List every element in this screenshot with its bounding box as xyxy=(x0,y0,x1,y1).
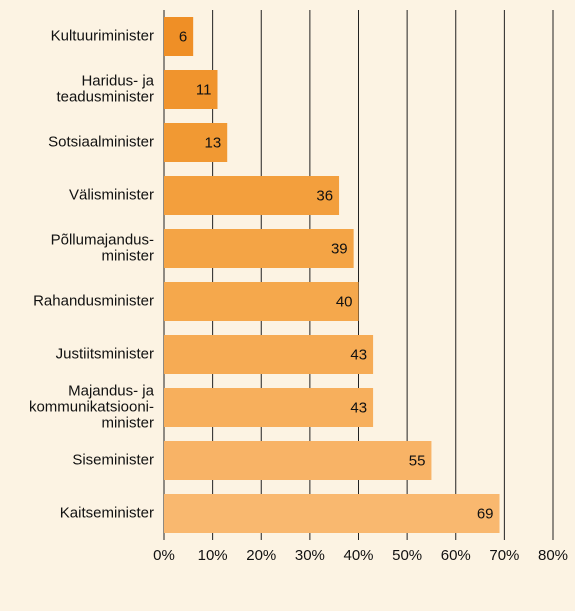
bar xyxy=(164,70,218,109)
bar xyxy=(164,441,432,480)
x-tick-label: 0% xyxy=(153,547,175,564)
y-tick-label: teadusminister xyxy=(56,88,154,105)
y-tick-label: kommunikatsiooni- xyxy=(29,398,154,415)
value-label: 55 xyxy=(409,452,426,469)
value-label: 36 xyxy=(316,187,333,204)
value-label: 39 xyxy=(331,240,348,257)
y-tick-label: Kaitseminister xyxy=(60,504,154,521)
y-tick-label: Sotsiaalminister xyxy=(48,133,154,150)
bar xyxy=(164,388,374,427)
y-tick-label: minister xyxy=(101,414,154,431)
y-tick-label: Põllumajandus- xyxy=(51,231,154,248)
x-tick-label: 50% xyxy=(392,547,422,564)
y-tick-label: Haridus- ja xyxy=(81,72,154,89)
bar xyxy=(164,494,500,533)
value-label: 69 xyxy=(477,505,494,522)
value-label: 40 xyxy=(336,293,353,310)
y-tick-label: Justiitsminister xyxy=(56,345,154,362)
y-tick-label: Kultuuriminister xyxy=(51,27,154,44)
bar xyxy=(164,282,359,321)
bar xyxy=(164,335,374,374)
x-tick-label: 20% xyxy=(246,547,276,564)
y-tick-label: Rahandusminister xyxy=(33,292,154,309)
y-tick-label: Majandus- ja xyxy=(68,382,155,399)
x-tick-label: 30% xyxy=(295,547,325,564)
x-tick-label: 70% xyxy=(489,547,519,564)
value-label: 43 xyxy=(350,399,367,416)
value-label: 11 xyxy=(196,81,212,98)
bar xyxy=(164,229,354,268)
bar xyxy=(164,17,194,56)
y-tick-label: Välisminister xyxy=(69,186,154,203)
y-tick-label: Siseminister xyxy=(72,451,154,468)
x-tick-label: 80% xyxy=(538,547,568,564)
x-tick-label: 10% xyxy=(198,547,228,564)
value-label: 43 xyxy=(350,346,367,363)
value-label: 13 xyxy=(205,134,222,151)
bar xyxy=(164,176,340,215)
x-tick-label: 40% xyxy=(343,547,373,564)
bar xyxy=(164,123,228,162)
value-label: 6 xyxy=(179,28,187,45)
y-tick-label: minister xyxy=(101,247,154,264)
x-tick-label: 60% xyxy=(441,547,471,564)
